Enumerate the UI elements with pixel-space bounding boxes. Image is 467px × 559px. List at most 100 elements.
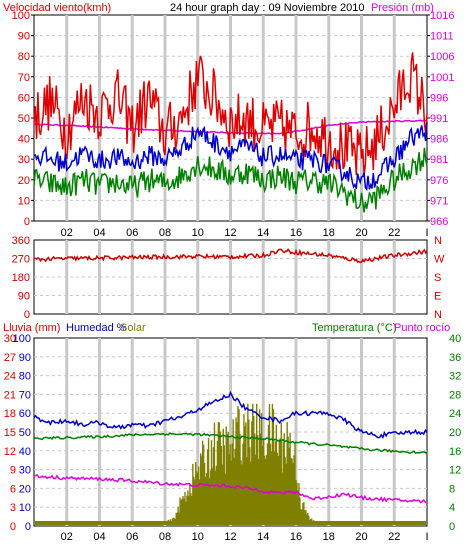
direction-degree-tick: 270 [12, 254, 30, 266]
humidity-tick: 90 [19, 352, 31, 364]
direction-degree-tick: 90 [18, 291, 30, 303]
temperature-tick: 16 [449, 446, 461, 458]
wind-speed-tick: 50 [18, 113, 30, 125]
pressure-tick: 1006 [430, 51, 454, 63]
temperature-axis-label: Temperatura (°C) [312, 322, 396, 334]
time-tick: 22 [388, 227, 400, 239]
time-tick: 20 [355, 531, 367, 543]
direction-compass-tick: E [434, 291, 441, 303]
time-tick: 12 [224, 227, 236, 239]
direction-compass-tick: S [434, 272, 441, 284]
wind-speed-axis: 0 10 20 30 40 50 60 70 80 90 100 [12, 10, 34, 228]
humidity-tick: 50 [19, 427, 31, 439]
humidity-tick: 80 [19, 371, 31, 383]
pressure-tick: 1001 [430, 72, 454, 84]
time-tick: 02 [61, 531, 73, 543]
direction-degree-tick: 0 [24, 309, 30, 321]
time-tick: 14 [257, 227, 269, 239]
pressure-tick: 976 [430, 175, 448, 187]
wind-speed-tick: 0 [24, 216, 30, 228]
pressure-tick: 996 [430, 92, 448, 104]
pressure-axis: 966 971 976 981 986 991 996 1001 1006 1011 1016 [427, 10, 454, 228]
wind-average-line [33, 122, 428, 192]
wind-speed-tick: 60 [18, 92, 30, 104]
temperature-line [33, 432, 428, 455]
temperature-tick: 36 [449, 352, 461, 364]
humidity-tick: 60 [19, 408, 31, 420]
wind-speed-tick: 10 [18, 195, 30, 207]
rain-tick: 27 [4, 352, 16, 364]
rain-tick: 18 [4, 408, 16, 420]
time-tick: 06 [126, 531, 138, 543]
humidity-line [33, 390, 428, 440]
time-tick: 16 [290, 531, 302, 543]
time-tick: I [425, 227, 428, 239]
temperature-tick: 24 [449, 408, 461, 420]
time-tick: 14 [257, 531, 269, 543]
time-tick: 10 [192, 531, 204, 543]
direction-series [33, 248, 428, 264]
direction-degree-tick: 180 [12, 272, 30, 284]
rain-tick: 3 [10, 502, 16, 514]
wind-speed-axis-label: Velocidad viento(kmh) [3, 2, 111, 14]
humidity-tick: 20 [19, 483, 31, 495]
pressure-tick: 1011 [430, 31, 454, 43]
temperature-tick: 8 [449, 483, 455, 495]
temperature-tick: 28 [449, 389, 461, 401]
direction-compass-tick: W [434, 254, 445, 266]
humidity-tick: 100 [13, 333, 31, 345]
wind-speed-tick: 70 [18, 72, 30, 84]
humidity-tick: 70 [19, 389, 31, 401]
wind-low-line [33, 147, 428, 213]
rain-tick: 12 [4, 446, 16, 458]
pressure-axis-label: Presión (mb) [371, 2, 434, 14]
direction-compass-tick: N [434, 309, 442, 321]
temperature-tick: 20 [449, 427, 461, 439]
time-tick: I [425, 531, 428, 543]
direction-degree-tick: 360 [12, 235, 30, 247]
dew-point-axis-label: Punto rocío [394, 322, 450, 334]
pressure-tick: 1016 [430, 10, 454, 22]
temperature-tick: 0 [449, 521, 455, 533]
wind-speed-tick: 20 [18, 175, 30, 187]
rain-tick: 24 [4, 371, 16, 383]
wind-gust-line [33, 52, 428, 176]
humidity-tick: 0 [25, 521, 31, 533]
time-tick: 02 [61, 227, 73, 239]
time-tick: 10 [192, 227, 204, 239]
rain-tick: 9 [10, 465, 16, 477]
time-tick: 18 [323, 531, 335, 543]
dew-point-line [34, 474, 427, 504]
pressure-tick: 991 [430, 113, 448, 125]
temperature-tick: 32 [449, 371, 461, 383]
time-tick: 06 [126, 227, 138, 239]
time-tick: 22 [388, 531, 400, 543]
temperature-tick: 12 [449, 465, 461, 477]
rain-tick: 21 [4, 389, 16, 401]
pressure-tick: 971 [430, 195, 448, 207]
temperature-tick: 4 [449, 502, 455, 514]
temperature-axis: 0 4 8 12 16 20 24 28 32 36 40 [449, 333, 461, 533]
time-tick: 08 [159, 227, 171, 239]
rain-tick: 0 [10, 521, 16, 533]
rain-axis-label: Lluvia (mm) [3, 322, 60, 334]
pressure-line [33, 119, 428, 135]
solar-axis-label: Solar [120, 322, 146, 334]
time-tick: 18 [323, 227, 335, 239]
wind-time-axis: 02 04 06 08 10 12 14 16 18 20 22 I [61, 227, 429, 239]
rain-axis: 0 3 6 9 12 15 18 21 24 27 30 [4, 333, 16, 533]
wind-direction-line [33, 248, 428, 264]
temperature-tick: 40 [449, 333, 461, 345]
time-tick: 12 [224, 531, 236, 543]
humidity-axis-label: Humedad % [66, 322, 127, 334]
time-tick: 04 [93, 227, 105, 239]
pressure-tick: 986 [430, 134, 448, 146]
humidity-tick: 30 [19, 465, 31, 477]
pressure-tick: 981 [430, 154, 448, 166]
wind-speed-tick: 90 [18, 31, 30, 43]
time-tick: 16 [290, 227, 302, 239]
wind-speed-tick: 100 [12, 10, 30, 22]
